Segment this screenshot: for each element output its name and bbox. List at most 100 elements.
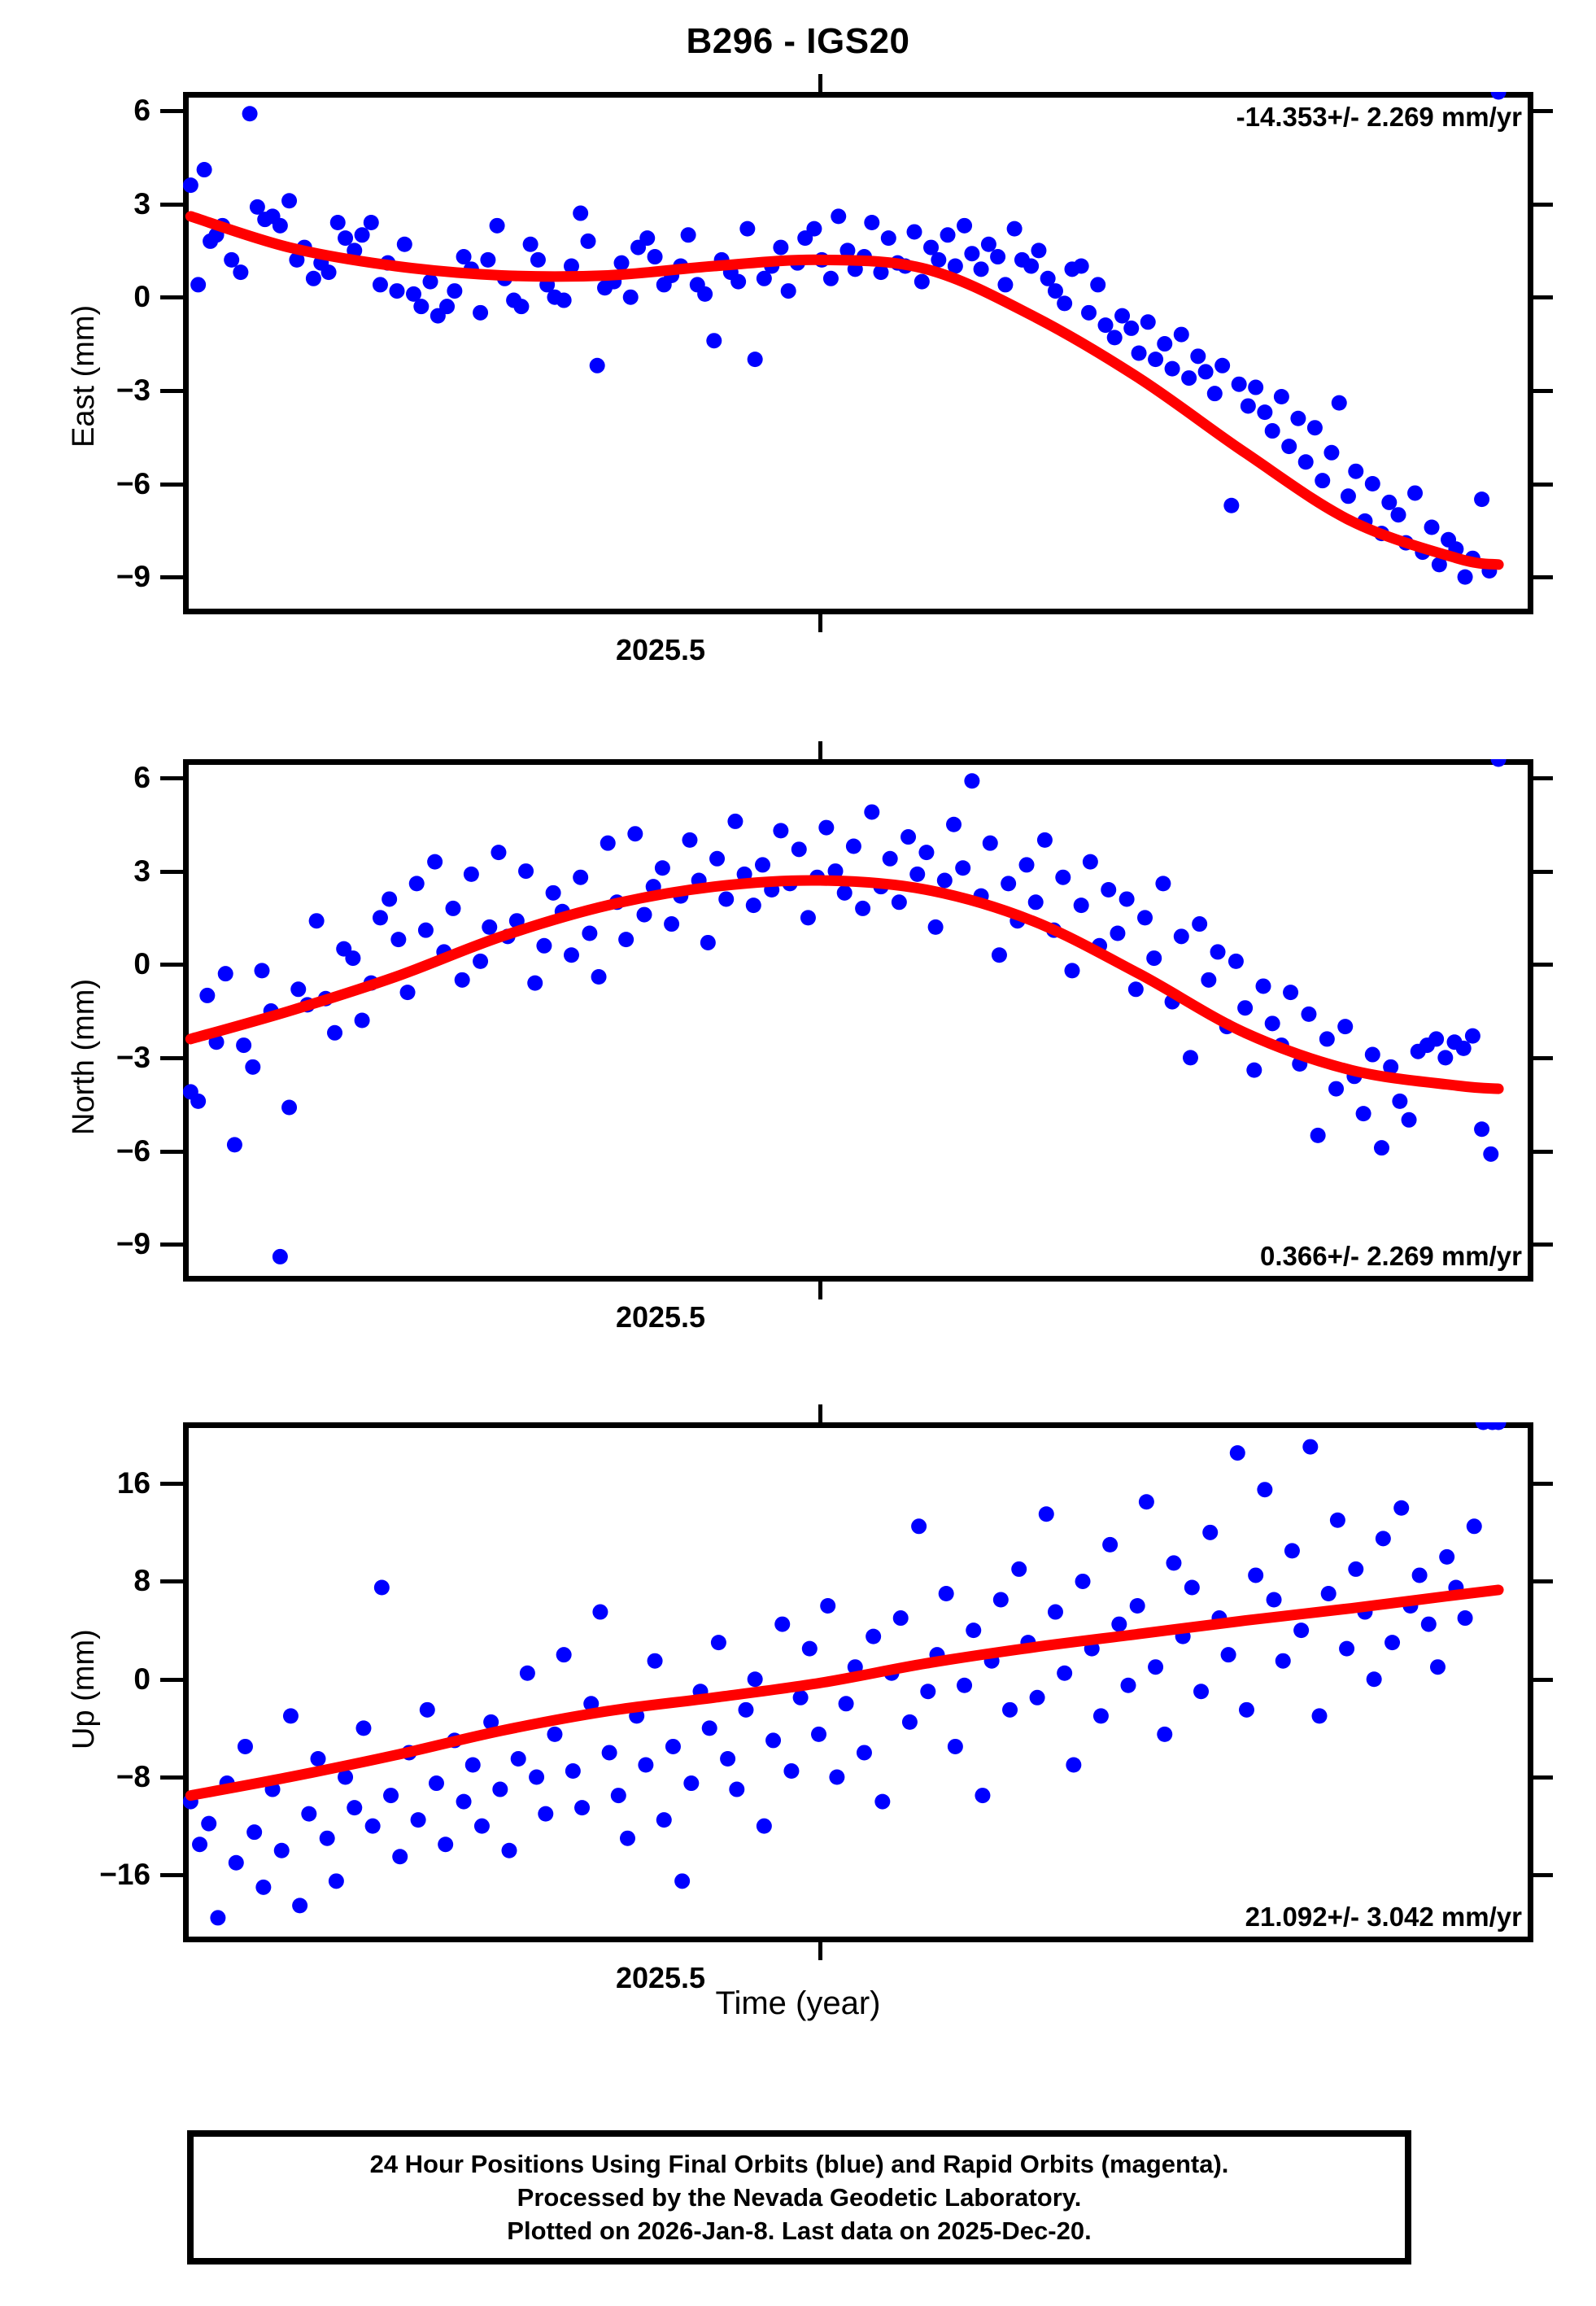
y-tick-mark-right [1533, 1873, 1553, 1878]
data-point [1201, 972, 1217, 988]
data-point [880, 230, 896, 247]
data-point [1392, 1093, 1408, 1109]
data-point [947, 1738, 963, 1754]
data-point [1439, 1548, 1455, 1565]
data-point [438, 1837, 454, 1853]
y-tick-mark [160, 1055, 183, 1060]
y-tick-mark [160, 482, 183, 487]
data-point [1257, 1482, 1273, 1498]
data-point [1001, 876, 1017, 892]
data-point [310, 1750, 326, 1767]
data-point [573, 205, 589, 221]
data-point [1166, 1555, 1182, 1571]
data-point [820, 1598, 836, 1614]
data-point [1348, 1561, 1364, 1577]
data-point [975, 1788, 991, 1804]
data-point [729, 1781, 745, 1797]
data-point [1031, 242, 1047, 259]
data-point [997, 277, 1014, 293]
data-point [428, 1775, 444, 1792]
data-point [1190, 348, 1206, 365]
data-point [754, 857, 770, 873]
data-point [1474, 491, 1490, 508]
data-point [338, 1769, 354, 1785]
data-point [709, 850, 726, 867]
data-point [1111, 1616, 1127, 1632]
data-point [864, 804, 880, 820]
data-point [290, 981, 307, 998]
data-point [1073, 258, 1089, 274]
y-tick-mark-right [1533, 1677, 1553, 1682]
data-point [1348, 463, 1364, 479]
data-point [1474, 1121, 1490, 1138]
x-tick-mark [818, 1942, 823, 1960]
data-point [822, 270, 839, 286]
data-point [964, 773, 980, 789]
data-point [991, 947, 1007, 963]
data-point [1383, 1059, 1399, 1075]
y-tick-mark-right [1533, 1579, 1553, 1584]
y-tick-mark [160, 202, 183, 207]
data-point [909, 866, 926, 882]
data-point [627, 826, 643, 842]
data-point [199, 987, 216, 1003]
data-point [589, 357, 605, 373]
data-point [636, 906, 652, 923]
data-point [1266, 1592, 1282, 1608]
data-point [1164, 360, 1180, 377]
data-point [473, 953, 489, 969]
y-tick-mark-right [1533, 108, 1553, 113]
data-point [792, 1689, 809, 1705]
data-point [1281, 439, 1297, 455]
data-point [1431, 557, 1447, 573]
data-point [931, 251, 947, 268]
data-point [1319, 1031, 1335, 1047]
data-point [973, 261, 989, 277]
data-point [720, 1750, 736, 1767]
data-point [697, 286, 713, 302]
data-point [1129, 1598, 1145, 1614]
data-point [1490, 759, 1507, 767]
footer-line-2: Processed by the Nevada Geodetic Laborat… [517, 2182, 1082, 2212]
y-tick-label: −6 [116, 1133, 150, 1168]
y-tick-label: 0 [133, 280, 150, 314]
y-tick-mark [160, 575, 183, 580]
data-point [980, 236, 996, 252]
data-point [272, 217, 288, 234]
data-point [463, 866, 479, 882]
data-point [1407, 485, 1424, 501]
data-point [946, 816, 962, 832]
data-point [347, 1800, 363, 1816]
data-point [513, 299, 530, 315]
y-tick-mark-right [1533, 202, 1553, 207]
data-point [226, 1137, 242, 1153]
data-point [389, 283, 405, 299]
data-point [745, 898, 761, 914]
y-tick-label: −3 [116, 1040, 150, 1074]
data-point [406, 286, 422, 302]
data-point [1047, 283, 1063, 299]
data-point [855, 900, 871, 916]
data-point [399, 985, 416, 1001]
data-point [254, 963, 270, 979]
data-point [710, 1635, 726, 1651]
data-point [447, 283, 463, 299]
data-point [1301, 1006, 1317, 1022]
data-point [647, 249, 663, 265]
y-tick-mark [160, 388, 183, 393]
data-point [992, 1592, 1009, 1608]
data-point [1110, 925, 1126, 941]
data-point [727, 813, 743, 829]
data-point [529, 1769, 545, 1785]
data-point [1464, 1028, 1480, 1044]
x-tick-mark [818, 741, 823, 759]
data-point [1457, 1610, 1473, 1627]
data-point [1257, 404, 1273, 421]
data-point [647, 1653, 663, 1669]
data-point [245, 1059, 261, 1075]
data-point [780, 283, 796, 299]
y-tick-label: −6 [116, 466, 150, 500]
data-point [327, 1024, 343, 1041]
data-point [845, 838, 861, 854]
